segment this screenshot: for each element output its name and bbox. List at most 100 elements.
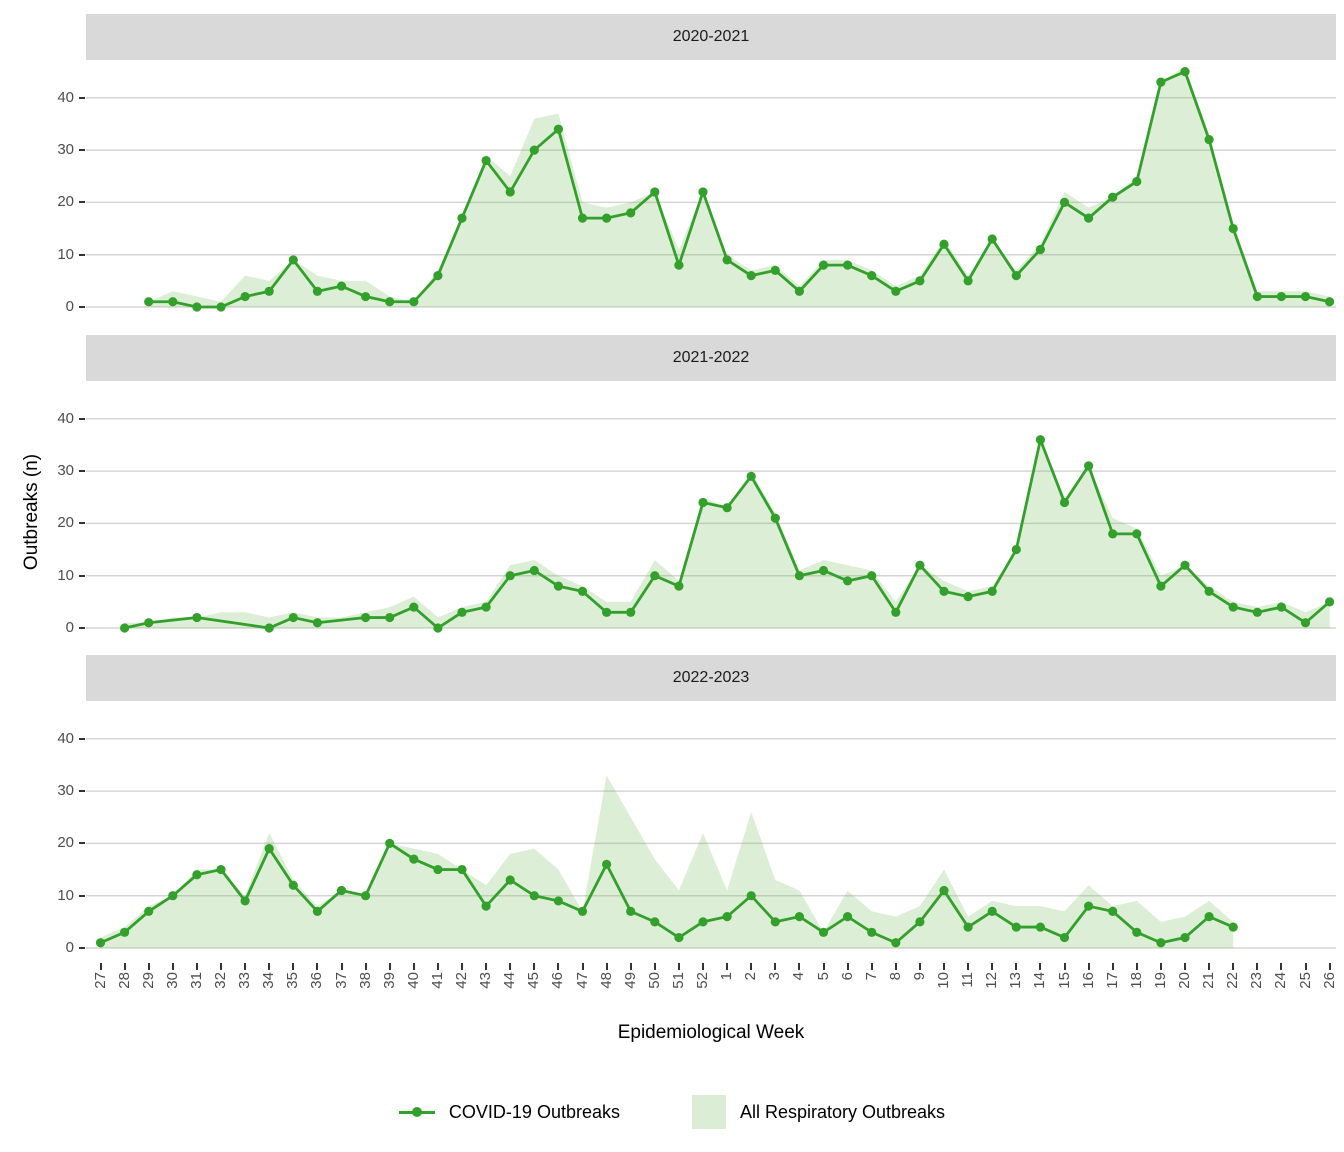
covid-point [264,844,274,854]
x-tick-label-week-39: 39 [380,972,398,989]
x-tick-mark [774,963,777,970]
covid-point [987,234,997,244]
covid-point [794,912,805,922]
covid-point [264,286,274,296]
x-tick-label-week-33: 33 [236,972,254,989]
x-tick-label-week-40: 40 [404,972,422,989]
x-tick-mark [436,963,439,970]
x-tick-mark [220,963,222,970]
x-tick-mark [1111,963,1114,970]
covid-point [1132,176,1142,187]
x-tick-label-week-35: 35 [284,972,302,989]
covid-point [240,896,250,906]
x-tick-label-week-1: 1 [718,972,736,981]
covid-point [457,607,467,617]
covid-point [722,503,732,513]
legend: COVID-19 Outbreaks All Respiratory Outbr… [0,1082,1344,1142]
x-tick-label-week-37: 37 [332,972,350,989]
x-tick-mark [1208,963,1211,970]
x-tick-label-week-14: 14 [1031,972,1049,989]
covid-point [794,571,805,581]
covid-point [722,912,732,922]
covid-line-swatch-icon [398,1094,435,1130]
covid-point [674,932,684,943]
x-tick-label-week-32: 32 [212,972,229,989]
covid-point [264,623,274,633]
covid-point [1204,586,1214,596]
covid-point [867,927,877,937]
covid-point [602,859,612,869]
respiratory-area-swatch-icon [691,1095,726,1129]
covid-point [843,912,853,922]
covid-point [1300,291,1311,302]
covid-point [192,302,202,312]
x-tick-mark [1015,963,1018,970]
covid-point [939,586,949,596]
y-tick-label: 40 [57,729,74,747]
x-tick-mark [147,963,150,970]
covid-point [794,286,805,296]
covid-point [312,906,322,916]
covid-point [939,885,949,896]
x-tick-label-week-41: 41 [428,972,446,989]
covid-point [1011,271,1021,281]
covid-point [987,586,997,596]
covid-point [577,906,588,916]
covid-point [1325,597,1335,607]
x-tick-mark [509,963,512,970]
covid-point [409,297,419,307]
x-tick-label-week-11: 11 [959,972,977,988]
covid-point [312,618,322,628]
x-tick-mark [388,963,391,970]
covid-point [1276,602,1286,612]
covid-point [818,565,829,576]
y-tick-label: 30 [57,782,74,800]
covid-point [361,612,371,623]
covid-point [1276,291,1286,302]
x-tick-mark [292,963,295,970]
covid-point [216,864,226,875]
x-tick-mark [798,963,801,970]
covid-point [361,291,371,302]
x-tick-mark [195,963,198,970]
covid-point [481,155,491,166]
covid-point [1325,297,1335,307]
covid-point [529,145,539,155]
x-tick-label-week-4: 4 [790,972,808,981]
x-tick-label-week-19: 19 [1151,972,1169,989]
x-tick-mark [340,963,343,970]
facet-strip-label: 2022-2023 [672,669,750,686]
covid-point [481,602,491,612]
y-tick-mark [79,201,85,204]
y-tick-mark [79,894,85,897]
x-tick-label-week-51: 51 [669,972,687,989]
covid-point [433,271,443,281]
y-tick-mark [79,790,85,793]
facet-strip-label: 2020-2021 [672,28,750,45]
x-tick-mark [1232,963,1235,970]
y-tick-label: 20 [57,193,74,211]
covid-point [120,623,130,633]
x-tick-mark [894,963,897,970]
x-tick-label-week-12: 12 [983,972,1001,989]
covid-point [650,187,660,197]
covid-point [843,260,853,270]
facet-panel-2020-2021 [86,66,1336,312]
facet-panel-2022-2023 [86,738,1336,949]
x-axis-title: Epidemiological Week [617,1022,805,1043]
x-tick-mark [485,963,488,970]
covid-point [1156,77,1166,87]
covid-point [288,612,298,623]
x-tick-mark [1184,963,1186,970]
covid-point [1228,922,1238,932]
y-tick-label: 0 [65,298,74,315]
x-tick-label-week-2: 2 [742,972,760,981]
covid-point [1059,197,1070,207]
covid-point [216,302,226,312]
covid-point [240,291,250,302]
x-tick-label-week-27: 27 [91,972,109,989]
y-axis-title: Outbreaks (n) [21,453,42,571]
covid-point [1252,607,1262,617]
all-respiratory-area [124,439,1330,628]
covid-point [1059,932,1070,943]
